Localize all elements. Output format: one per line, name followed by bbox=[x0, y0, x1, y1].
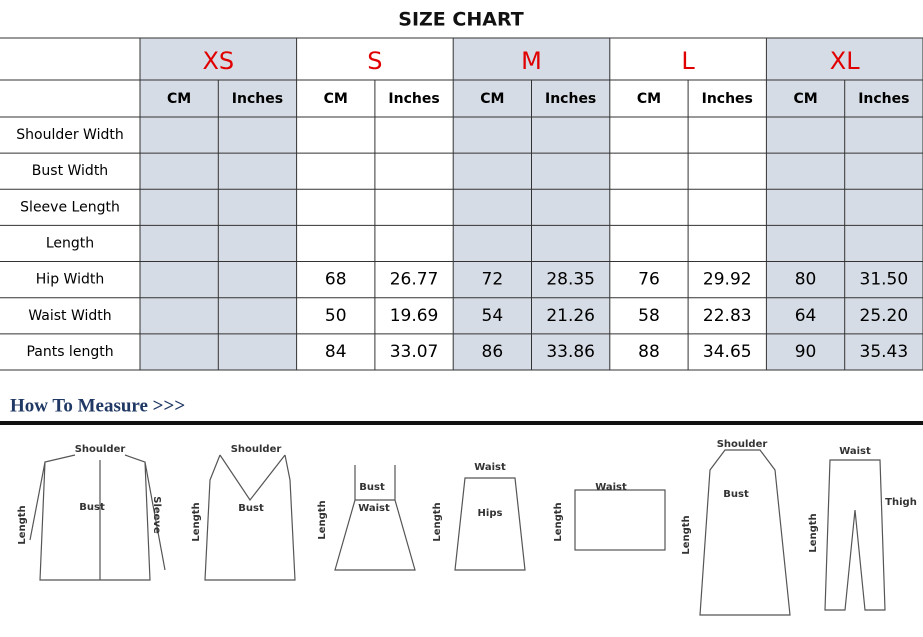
unit-header: CM bbox=[167, 91, 191, 107]
cell-value: 35.43 bbox=[860, 342, 909, 362]
size-header: M bbox=[521, 47, 542, 75]
row-label: Bust Width bbox=[32, 163, 108, 179]
cell-value: 21.26 bbox=[546, 306, 595, 326]
unit-header: Inches bbox=[388, 91, 439, 107]
row-label: Hip Width bbox=[36, 272, 104, 288]
size-header: S bbox=[367, 47, 382, 75]
cell-value: 90 bbox=[795, 342, 817, 362]
measure-label: Bust bbox=[359, 482, 385, 493]
measure-label: Length bbox=[432, 502, 443, 541]
cell-value: 58 bbox=[638, 306, 660, 326]
cell-value: 68 bbox=[325, 270, 347, 290]
unit-header: CM bbox=[793, 91, 817, 107]
measure-label: Length bbox=[681, 515, 692, 554]
cell-value: 28.35 bbox=[546, 270, 595, 290]
row-label: Waist Width bbox=[28, 308, 111, 324]
size-header: L bbox=[681, 47, 695, 75]
chart-title: SIZE CHART bbox=[398, 9, 523, 31]
unit-header: CM bbox=[637, 91, 661, 107]
cell-value: 88 bbox=[638, 342, 660, 362]
divider bbox=[0, 421, 923, 425]
unit-header: Inches bbox=[545, 91, 596, 107]
measure-label: Length bbox=[17, 505, 28, 544]
cell-value: 33.07 bbox=[390, 342, 439, 362]
cell-value: 22.83 bbox=[703, 306, 752, 326]
cell-value: 54 bbox=[482, 306, 504, 326]
measure-label: Length bbox=[808, 513, 819, 552]
cell-value: 19.69 bbox=[390, 306, 439, 326]
measure-label: Bust bbox=[79, 502, 105, 513]
unit-header: CM bbox=[324, 91, 348, 107]
row-label: Shoulder Width bbox=[16, 127, 123, 143]
measure-label: Waist bbox=[839, 446, 871, 457]
unit-header: Inches bbox=[858, 91, 909, 107]
size-header: XS bbox=[202, 47, 234, 75]
cell-value: 34.65 bbox=[703, 342, 752, 362]
cell-value: 80 bbox=[795, 270, 817, 290]
cell-value: 76 bbox=[638, 270, 660, 290]
measure-label: Shoulder bbox=[231, 444, 282, 455]
row-label: Sleeve Length bbox=[20, 199, 120, 215]
measure-label: Hips bbox=[478, 508, 503, 519]
measure-label: Length bbox=[317, 500, 328, 539]
cell-value: 26.77 bbox=[390, 270, 439, 290]
measure-label: Shoulder bbox=[717, 439, 768, 450]
unit-header: Inches bbox=[702, 91, 753, 107]
measure-labels: Shoulder Bust Sleeve Length Shoulder Bust Leng… bbox=[17, 439, 917, 555]
measure-label: Sleeve bbox=[151, 496, 162, 534]
measure-label: Waist bbox=[358, 503, 390, 514]
measure-label: Bust bbox=[238, 503, 264, 514]
measure-label: Bust bbox=[723, 489, 749, 500]
measure-label: Waist bbox=[595, 482, 627, 493]
cell-value: 64 bbox=[795, 306, 817, 326]
measure-label: Length bbox=[191, 502, 202, 541]
row-label: Length bbox=[46, 235, 94, 251]
illustrations bbox=[29, 449, 886, 616]
cell-value: 86 bbox=[482, 342, 504, 362]
cell-value: 33.86 bbox=[546, 342, 595, 362]
unit-header: CM bbox=[480, 91, 504, 107]
measure-label: Shoulder bbox=[75, 444, 126, 455]
unit-header: Inches bbox=[232, 91, 283, 107]
cell-value: 31.50 bbox=[860, 270, 909, 290]
cell-value: 29.92 bbox=[703, 270, 752, 290]
cell-value: 50 bbox=[325, 306, 347, 326]
cell-value: 72 bbox=[482, 270, 504, 290]
measure-label: Waist bbox=[474, 462, 506, 473]
row-label: Pants length bbox=[26, 344, 113, 360]
cell-value: 25.20 bbox=[860, 306, 909, 326]
measure-label: Length bbox=[553, 502, 564, 541]
size-header: XL bbox=[830, 47, 860, 75]
measure-title: How To Measure >>> bbox=[10, 395, 185, 416]
measure-label: Thigh bbox=[885, 497, 917, 508]
cell-value: 84 bbox=[325, 342, 347, 362]
